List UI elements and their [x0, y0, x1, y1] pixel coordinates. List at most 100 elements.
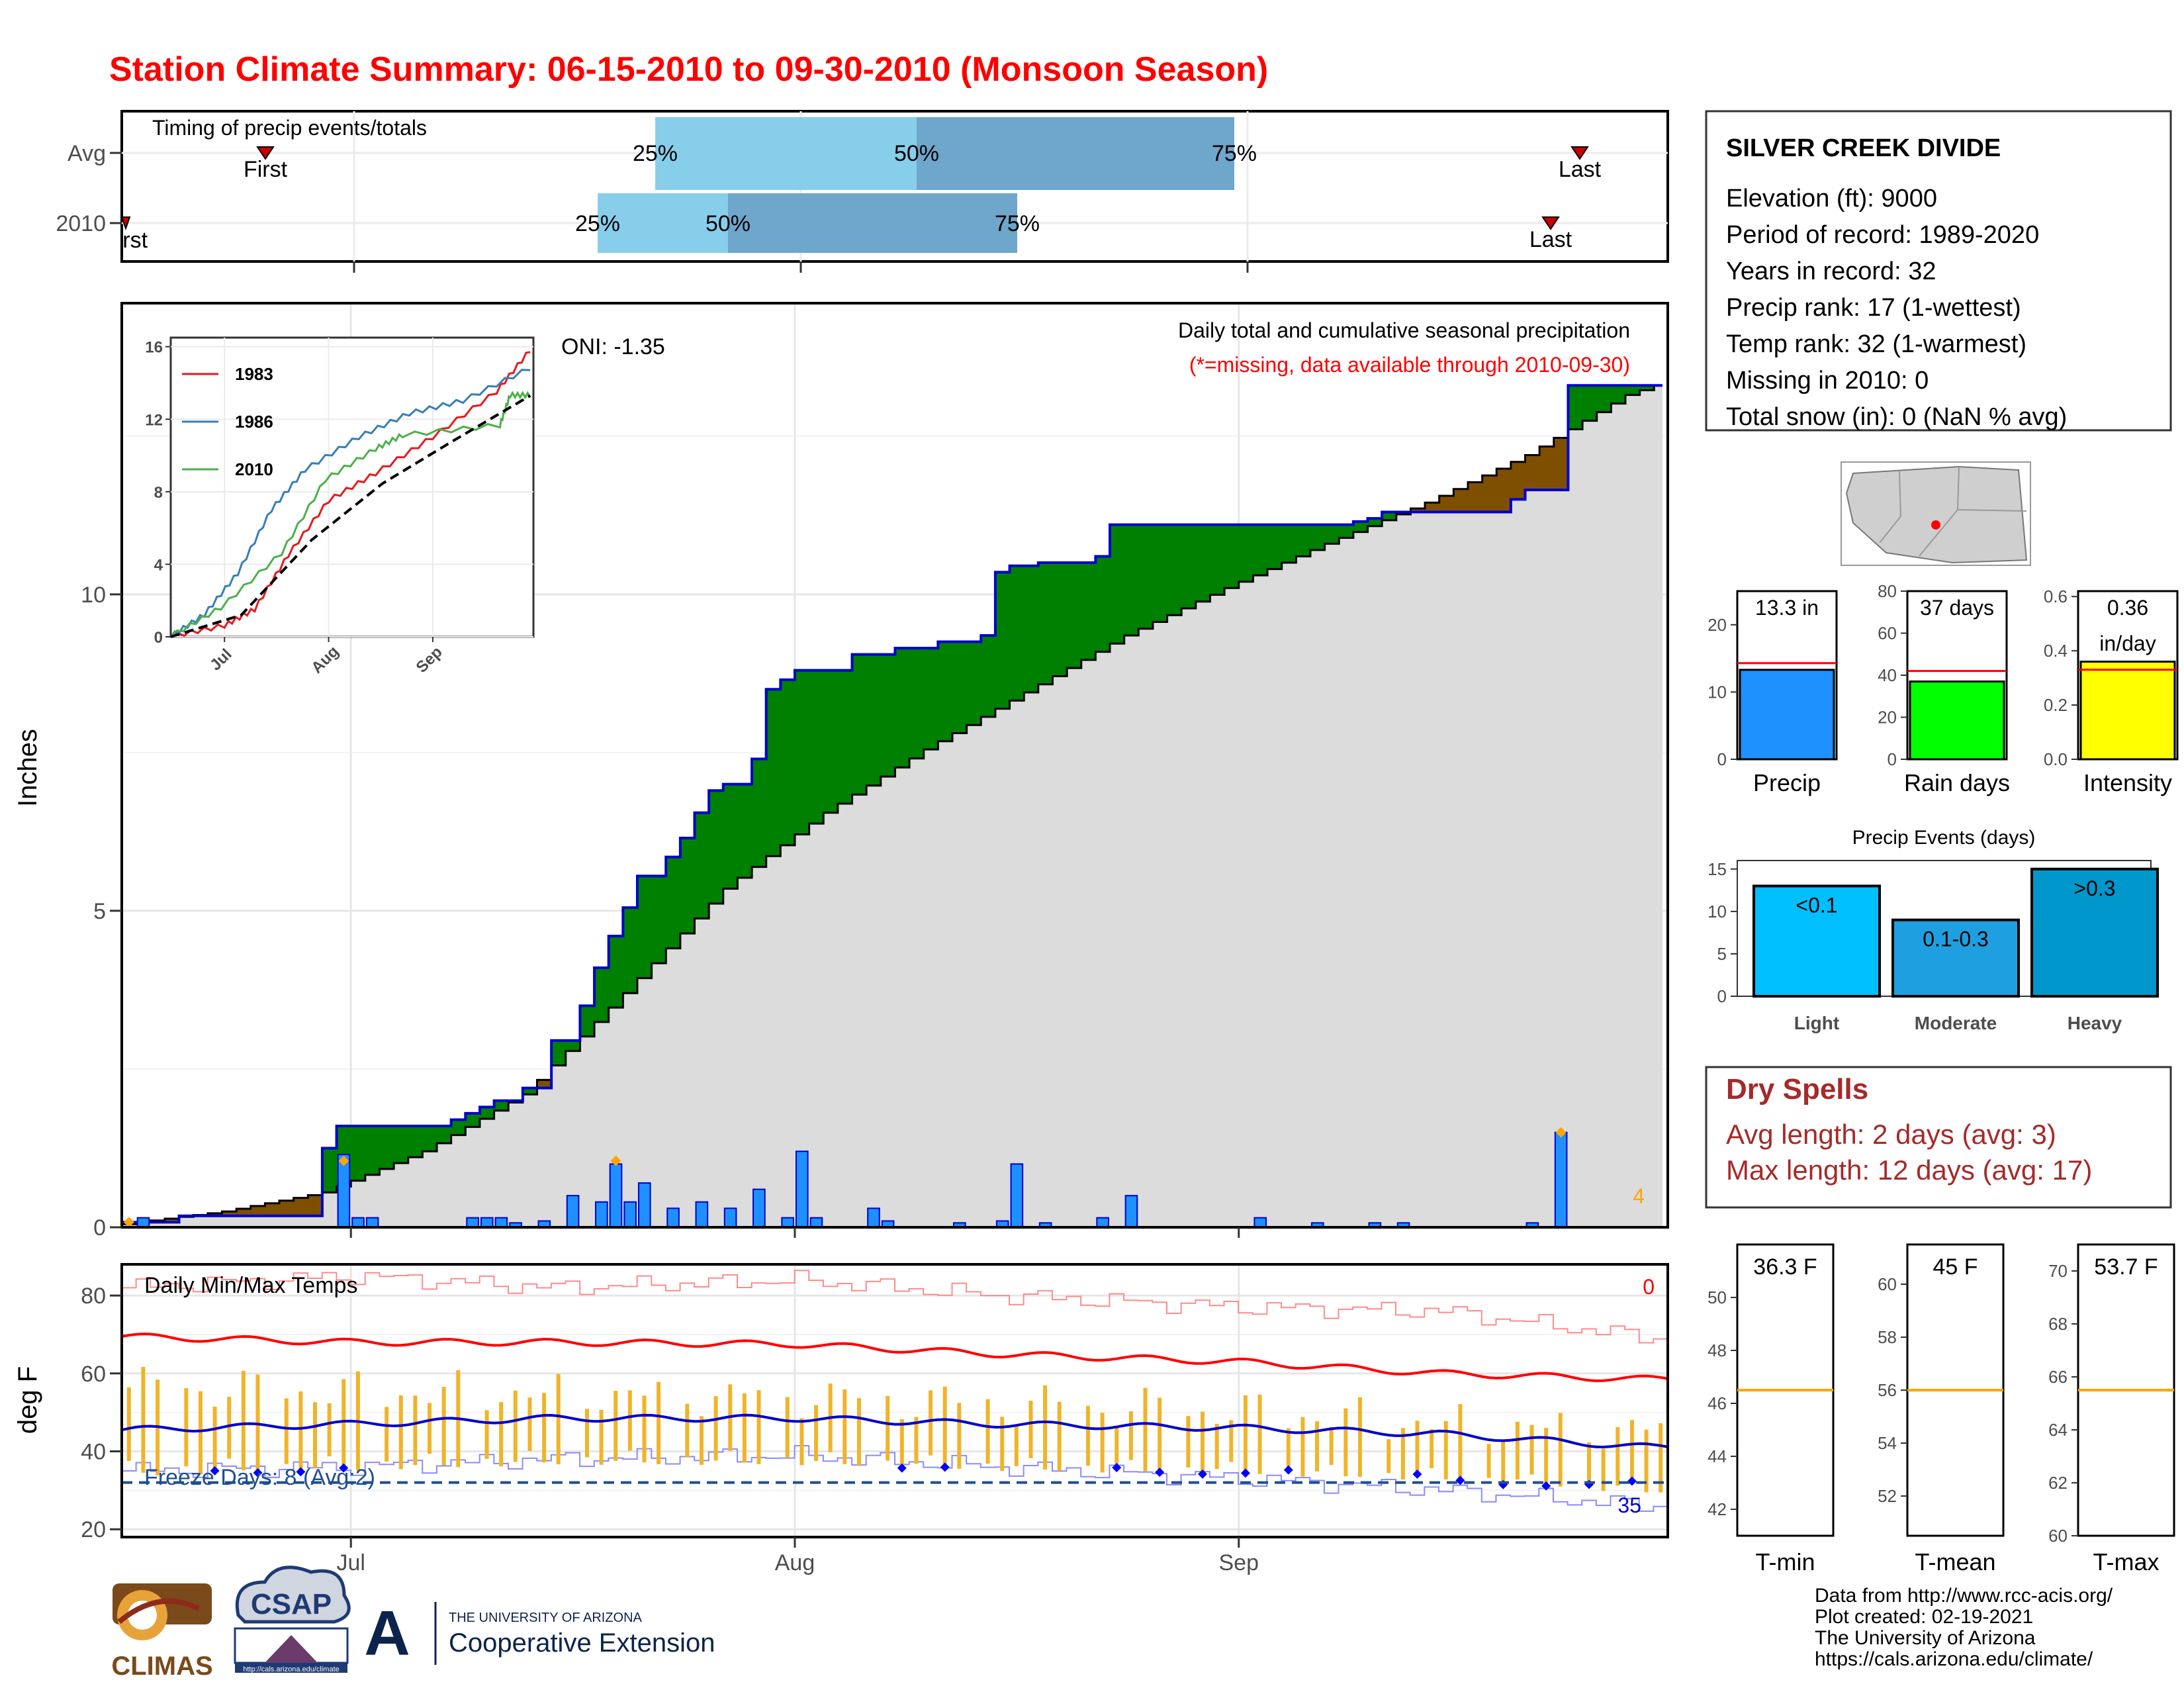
- mini-bar-tick-label: 0: [1717, 749, 1727, 769]
- average-min-line: [121, 1413, 1668, 1448]
- daily-temp-bar: [428, 1403, 432, 1454]
- daily-temp-bar: [627, 1390, 632, 1451]
- daily-temp-bar: [1529, 1425, 1534, 1475]
- daily-temp-bar: [957, 1403, 962, 1469]
- y2010-q25-label: 25%: [575, 211, 620, 236]
- y2010-50-75-band: [728, 193, 1017, 253]
- daily-min-marker: [1455, 1476, 1465, 1485]
- daily-temp-bar: [1644, 1429, 1649, 1493]
- station-location-dot: [1931, 520, 1940, 530]
- footer-line: The University of Arizona: [1815, 1627, 2036, 1649]
- temp-panel-label: Daily Min/Max Temps: [144, 1273, 357, 1298]
- daily-temp-bar: [1257, 1394, 1262, 1474]
- daily-temp-bar: [184, 1387, 189, 1467]
- timing-row-2010: 2010: [56, 211, 106, 236]
- mini-bar-precip: [1739, 669, 1835, 761]
- temp-bar-label: T-mean: [1915, 1548, 1995, 1575]
- temp-panel-bg: [122, 1264, 1668, 1537]
- daily-precip-bar: [795, 1150, 809, 1228]
- observed-cumulative-line: [122, 384, 1662, 1224]
- daily-min-marker: [1112, 1463, 1122, 1473]
- ua-block-a: A: [364, 1598, 410, 1669]
- daily-precip-bar: [781, 1217, 794, 1229]
- surplus-segment: [1310, 524, 1326, 550]
- surplus-segment: [623, 908, 638, 994]
- daily-temp-bar: [584, 1409, 589, 1458]
- daily-temp-bar: [499, 1401, 504, 1467]
- daily-precip-bar: [494, 1217, 508, 1229]
- surplus-segment: [551, 1040, 567, 1066]
- dry-spells-avg: Avg length: 2 days (avg: 3): [1726, 1119, 2056, 1150]
- daily-temp-bar: [241, 1370, 246, 1471]
- inset-series-average: [170, 394, 531, 638]
- daily-temp-bar: [886, 1395, 890, 1461]
- daily-precip-bar: [566, 1195, 580, 1228]
- daily-temp-bar: [1458, 1404, 1463, 1481]
- deficit-segment: [164, 1219, 180, 1223]
- daily-temp-bar: [1229, 1420, 1234, 1462]
- surplus-segment: [1038, 563, 1053, 684]
- legend-label-2010: 2010: [235, 459, 273, 479]
- surplus-segment: [565, 1040, 580, 1051]
- surplus-segment: [494, 1100, 509, 1111]
- deficit-segment: [1425, 502, 1440, 512]
- events-tick-label: 0: [1717, 986, 1727, 1006]
- month-label: Sep: [1219, 1550, 1259, 1575]
- daily-temp-bar: [1028, 1400, 1033, 1458]
- daily-temp-bar: [398, 1395, 403, 1470]
- temp-y-axis: 20 40 60 80: [81, 1284, 122, 1542]
- surplus-segment: [666, 857, 681, 949]
- temp-ylabel: deg F: [13, 1366, 42, 1434]
- deficit-segment: [279, 1200, 295, 1216]
- footer-line: https://cals.arizona.edu/climate/: [1815, 1648, 2093, 1670]
- coop-ext-name: Cooperative Extension: [449, 1628, 715, 1658]
- avg-q25-label: 25%: [633, 141, 678, 166]
- surplus-segment: [1110, 524, 1125, 644]
- precip-corner-value: 4: [1633, 1184, 1645, 1208]
- daily-precip-bar: [1253, 1217, 1267, 1229]
- dry-spells-frame: [1705, 1066, 2172, 1209]
- avg-first-marker: [256, 146, 275, 160]
- inset-series-2010: [169, 391, 531, 638]
- deficit-segment: [1553, 438, 1569, 491]
- surplus-segment: [1195, 524, 1210, 602]
- temp-corner-top: 0: [1643, 1275, 1655, 1299]
- surplus-segment: [1081, 563, 1096, 660]
- daily-min-marker: [1412, 1469, 1422, 1479]
- surplus-segment: [394, 1126, 409, 1164]
- daily-precip-bar: [695, 1201, 709, 1228]
- temp-bar-tick-label: 70: [2048, 1261, 2068, 1281]
- daily-temp-bar: [685, 1403, 690, 1458]
- daily-temp-bar: [756, 1389, 761, 1464]
- surplus-segment: [522, 1088, 537, 1095]
- daily-temp-bar: [1329, 1427, 1334, 1466]
- surplus-segment: [981, 635, 996, 717]
- precip-panel: 0 5 10 Inches Daily total and cumulative s…: [13, 302, 1669, 1241]
- daily-temp-bar: [1443, 1421, 1448, 1479]
- daily-precip-bar: [723, 1207, 737, 1228]
- surplus-segment: [966, 641, 981, 726]
- daily-temp-bar: [1558, 1413, 1563, 1487]
- surplus-segment: [1224, 524, 1240, 588]
- precip-panel-frame: [120, 302, 1669, 1229]
- daily-precip-bar: [1096, 1217, 1110, 1229]
- dry-spells-title: Dry Spells: [1726, 1073, 1868, 1105]
- daily-temp-bar: [1214, 1423, 1219, 1470]
- daily-temp-bar: [814, 1405, 819, 1462]
- precip-plot-area: [122, 384, 1662, 1229]
- daily-temp-bar: [657, 1382, 661, 1464]
- surplus-segment: [580, 1006, 595, 1037]
- surplus-segment: [1253, 524, 1268, 576]
- daily-temp-bar: [1158, 1397, 1162, 1473]
- daily-temp-bar: [700, 1416, 704, 1465]
- inset-ytick-label: 16: [145, 339, 163, 357]
- daily-min-marker: [210, 1466, 220, 1476]
- daily-temp-bar: [1343, 1408, 1348, 1476]
- deficit-segment: [1496, 468, 1512, 512]
- daily-temp-bar: [713, 1396, 718, 1461]
- record-max-line: [122, 1270, 1668, 1344]
- deficit-segment: [1482, 475, 1497, 512]
- temp-bar-tick-label: 58: [1878, 1327, 1897, 1347]
- daily-precip-bar: [1124, 1195, 1138, 1228]
